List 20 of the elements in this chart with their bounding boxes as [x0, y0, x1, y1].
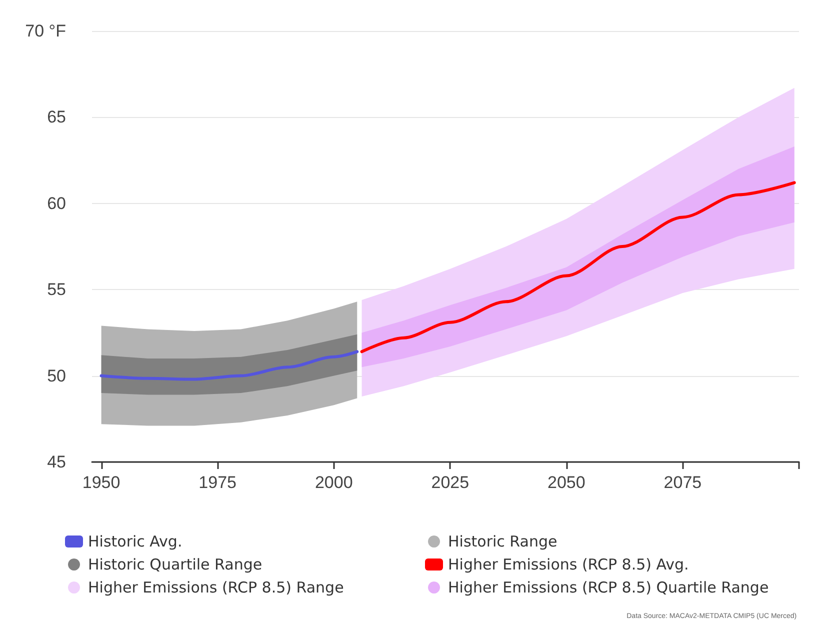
line-series	[100, 350, 359, 381]
legend-label: Historic Avg.	[88, 532, 182, 550]
legend-label: Higher Emissions (RCP 8.5) Avg.	[448, 556, 689, 574]
x-tick-label: 1950	[82, 473, 120, 492]
legend-label: Historic Range	[448, 532, 558, 550]
y-tick-label: 50	[47, 366, 66, 386]
y-tick-label: 70 °F	[25, 22, 66, 40]
x-tick-label: 2050	[548, 473, 586, 492]
x-tick-label: 2075	[664, 473, 702, 492]
x-tick-label: 2000	[314, 473, 353, 492]
legend-label: Higher Emissions (RCP 8.5) Range	[88, 578, 344, 596]
line-series	[360, 181, 796, 354]
y-tick-label: 55	[47, 280, 66, 300]
legend-label: Historic Quartile Range	[88, 556, 262, 574]
legend-label: Higher Emissions (RCP 8.5) Quartile Range	[448, 578, 769, 596]
y-tick-label: 65	[47, 108, 66, 127]
x-tick-label: 1975	[198, 473, 236, 492]
y-tick-label: 60	[47, 194, 66, 213]
y-tick-label: 45	[47, 452, 66, 472]
x-tick-label: 2025	[431, 473, 470, 492]
